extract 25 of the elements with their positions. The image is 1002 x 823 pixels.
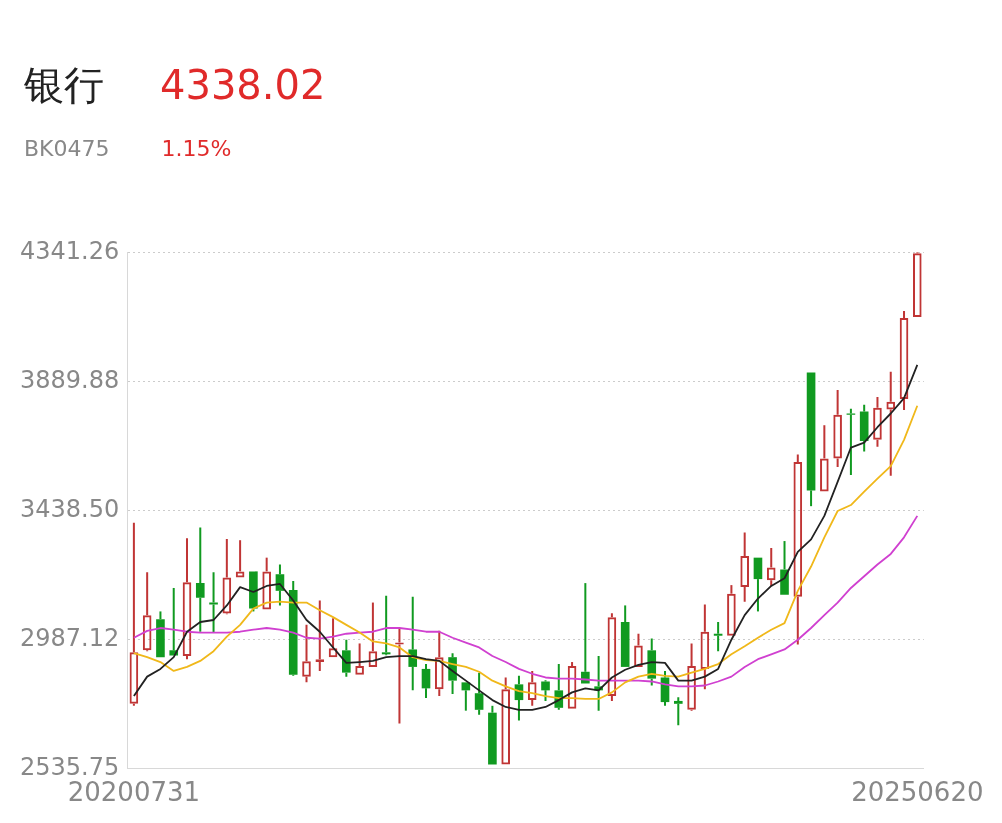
candlestick (209, 571, 218, 634)
chart-title: 银行 (24, 61, 104, 110)
text: 1.15% (161, 136, 232, 161)
candlestick (780, 540, 789, 595)
candlestick (673, 696, 683, 727)
y-tick-label: 4341.26 (20, 236, 120, 265)
candlestick (288, 580, 298, 675)
candlestick (421, 663, 431, 700)
candlestick (156, 610, 165, 658)
candlestick (753, 557, 763, 613)
y-tick-label: 3889.88 (20, 365, 120, 394)
candlestick (408, 595, 418, 692)
y-tick-label: 2987.12 (20, 623, 120, 652)
candlestick (713, 621, 723, 653)
y-tick-label: 3438.50 (20, 494, 120, 523)
candlestick (342, 638, 351, 678)
candlestick (195, 526, 205, 633)
candlestick (620, 604, 630, 667)
candlestick (474, 671, 484, 716)
x-tick-label: 20250620 (851, 777, 984, 808)
text: 4338.02 (160, 62, 326, 108)
chart-subtitle: BK0475 (24, 136, 110, 161)
candlestick (806, 372, 816, 508)
candlestick (381, 594, 391, 655)
candlestick (488, 704, 497, 765)
